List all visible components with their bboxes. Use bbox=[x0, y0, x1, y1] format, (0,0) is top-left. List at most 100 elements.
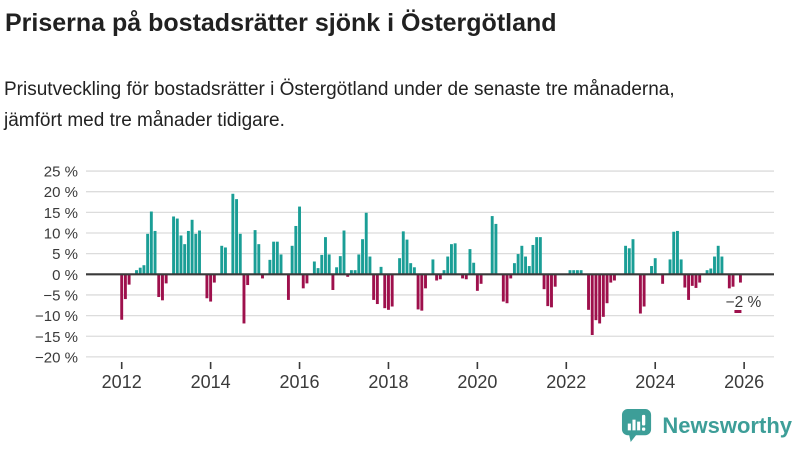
price-bar bbox=[123, 274, 127, 300]
price-bar bbox=[286, 274, 290, 300]
price-bar bbox=[438, 274, 442, 280]
price-bar bbox=[231, 193, 235, 275]
price-bar bbox=[494, 223, 498, 275]
price-bar bbox=[698, 274, 702, 283]
price-bar bbox=[631, 239, 635, 275]
price-bar bbox=[268, 259, 272, 275]
price-bar bbox=[135, 270, 138, 275]
y-tick-label: 5 % bbox=[52, 246, 78, 263]
price-bar bbox=[653, 258, 657, 275]
price-bar bbox=[472, 262, 476, 275]
price-bar bbox=[542, 274, 546, 290]
price-bar bbox=[475, 274, 479, 291]
price-bar bbox=[709, 268, 713, 275]
price-bar bbox=[720, 256, 724, 275]
price-bar bbox=[538, 237, 542, 275]
last-value-annotation: −2 % bbox=[726, 294, 762, 311]
price-bar bbox=[253, 230, 257, 275]
price-bar bbox=[405, 239, 409, 275]
price-bar bbox=[342, 230, 346, 275]
page-title: Priserna på bostadsrätter sjönk i Österg… bbox=[5, 9, 557, 37]
price-bar bbox=[550, 274, 553, 308]
x-tick-label: 2012 bbox=[102, 372, 142, 392]
price-bar bbox=[453, 243, 457, 275]
price-bar bbox=[638, 274, 642, 314]
price-bar bbox=[579, 270, 583, 275]
price-bar bbox=[320, 254, 324, 275]
y-tick-label: 20 % bbox=[44, 184, 78, 201]
y-tick-label: 15 % bbox=[44, 205, 78, 222]
price-bar bbox=[650, 266, 653, 275]
price-bar bbox=[587, 274, 590, 310]
price-bar bbox=[301, 274, 305, 289]
y-tick-label: 10 % bbox=[44, 226, 78, 243]
price-bar bbox=[153, 230, 157, 275]
price-bar bbox=[546, 274, 550, 307]
price-bar bbox=[694, 274, 698, 288]
price-bar bbox=[601, 274, 605, 317]
price-bar bbox=[353, 270, 357, 275]
newsworthy-bubble-chart-icon bbox=[622, 409, 652, 442]
chart-subtitle: Prisutveckling för bostadsrätter i Öster… bbox=[4, 79, 675, 131]
price-bar bbox=[446, 256, 450, 275]
price-bar bbox=[420, 274, 424, 311]
price-bar bbox=[198, 230, 201, 275]
price-bar bbox=[275, 241, 279, 275]
price-bar bbox=[605, 274, 609, 304]
price-bar bbox=[257, 244, 261, 275]
price-bar bbox=[390, 274, 394, 307]
x-axis: 2012 2014 2016 2018 2020 2022 2024 2026 bbox=[102, 362, 764, 392]
price-bar bbox=[272, 241, 276, 275]
y-tick-label: −15 % bbox=[35, 329, 78, 346]
price-bar bbox=[464, 274, 468, 280]
price-bar bbox=[246, 274, 250, 286]
x-tick-label: 2018 bbox=[368, 372, 408, 392]
price-bar bbox=[161, 274, 164, 301]
price-bar bbox=[164, 274, 168, 284]
newsworthy-logo-text: Newsworthy bbox=[662, 412, 792, 438]
price-bar bbox=[149, 211, 153, 275]
x-tick-label: 2016 bbox=[280, 372, 320, 392]
price-bar bbox=[142, 265, 146, 275]
price-bar bbox=[379, 266, 383, 275]
price-bar bbox=[450, 244, 453, 275]
price-bar bbox=[312, 261, 316, 275]
price-bar bbox=[364, 212, 368, 275]
price-bar bbox=[461, 274, 465, 279]
y-tick-label: −10 % bbox=[35, 308, 78, 325]
price-bar bbox=[190, 219, 194, 275]
price-bar bbox=[642, 274, 646, 307]
price-bar bbox=[590, 274, 594, 336]
price-bar bbox=[468, 249, 472, 275]
price-bar bbox=[212, 274, 216, 283]
price-bar bbox=[138, 267, 142, 275]
price-bar bbox=[279, 254, 283, 275]
price-bar bbox=[668, 259, 672, 275]
price-bar bbox=[194, 233, 198, 275]
price-bar bbox=[683, 274, 687, 288]
price-bar bbox=[531, 244, 535, 275]
price-bar bbox=[290, 245, 294, 275]
x-tick-label: 2022 bbox=[546, 372, 586, 392]
y-tick-label: 25 % bbox=[44, 164, 78, 181]
price-bar bbox=[627, 248, 631, 275]
price-bar bbox=[412, 267, 416, 275]
price-bar bbox=[357, 254, 361, 275]
price-bar bbox=[479, 274, 483, 284]
price-bar bbox=[535, 237, 539, 275]
price-bar bbox=[146, 233, 150, 275]
price-bar bbox=[676, 230, 679, 275]
price-bar bbox=[172, 216, 176, 275]
price-bar bbox=[598, 274, 602, 324]
price-bar bbox=[424, 274, 427, 289]
price-bar bbox=[516, 254, 520, 275]
price-bar bbox=[157, 274, 161, 298]
x-tick-label: 2014 bbox=[191, 372, 231, 392]
price-bar bbox=[727, 274, 731, 289]
price-bar bbox=[235, 199, 239, 275]
price-bar bbox=[442, 270, 446, 275]
price-bar bbox=[220, 245, 224, 275]
price-bar bbox=[572, 270, 576, 275]
